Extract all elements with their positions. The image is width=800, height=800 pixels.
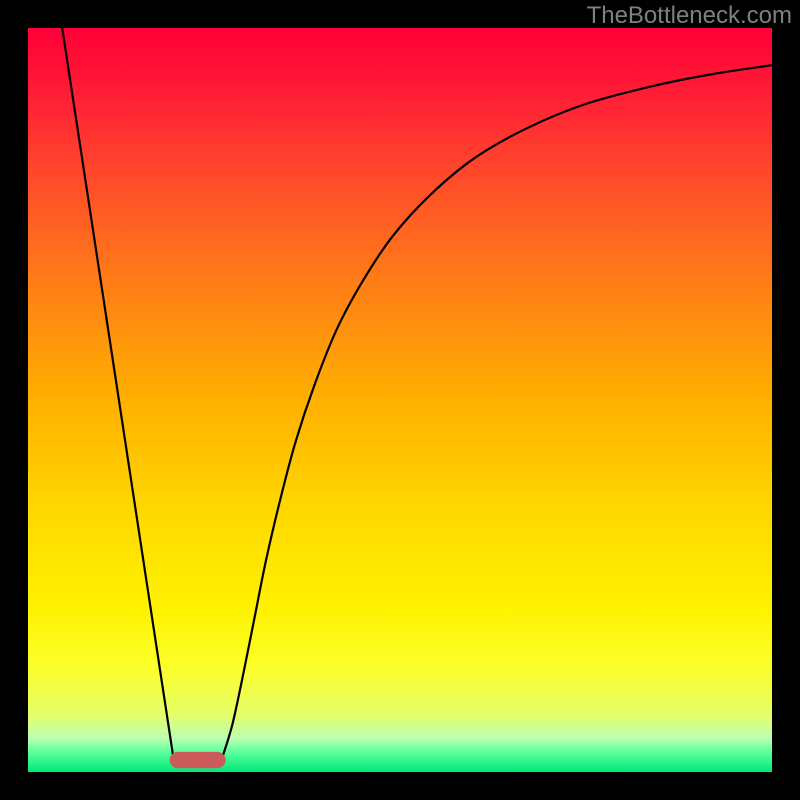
minimum-marker (170, 752, 226, 768)
watermark-text: TheBottleneck.com (587, 2, 792, 30)
bottleneck-chart (0, 0, 800, 800)
chart-container: TheBottleneck.com (0, 0, 800, 800)
chart-background (28, 28, 772, 772)
